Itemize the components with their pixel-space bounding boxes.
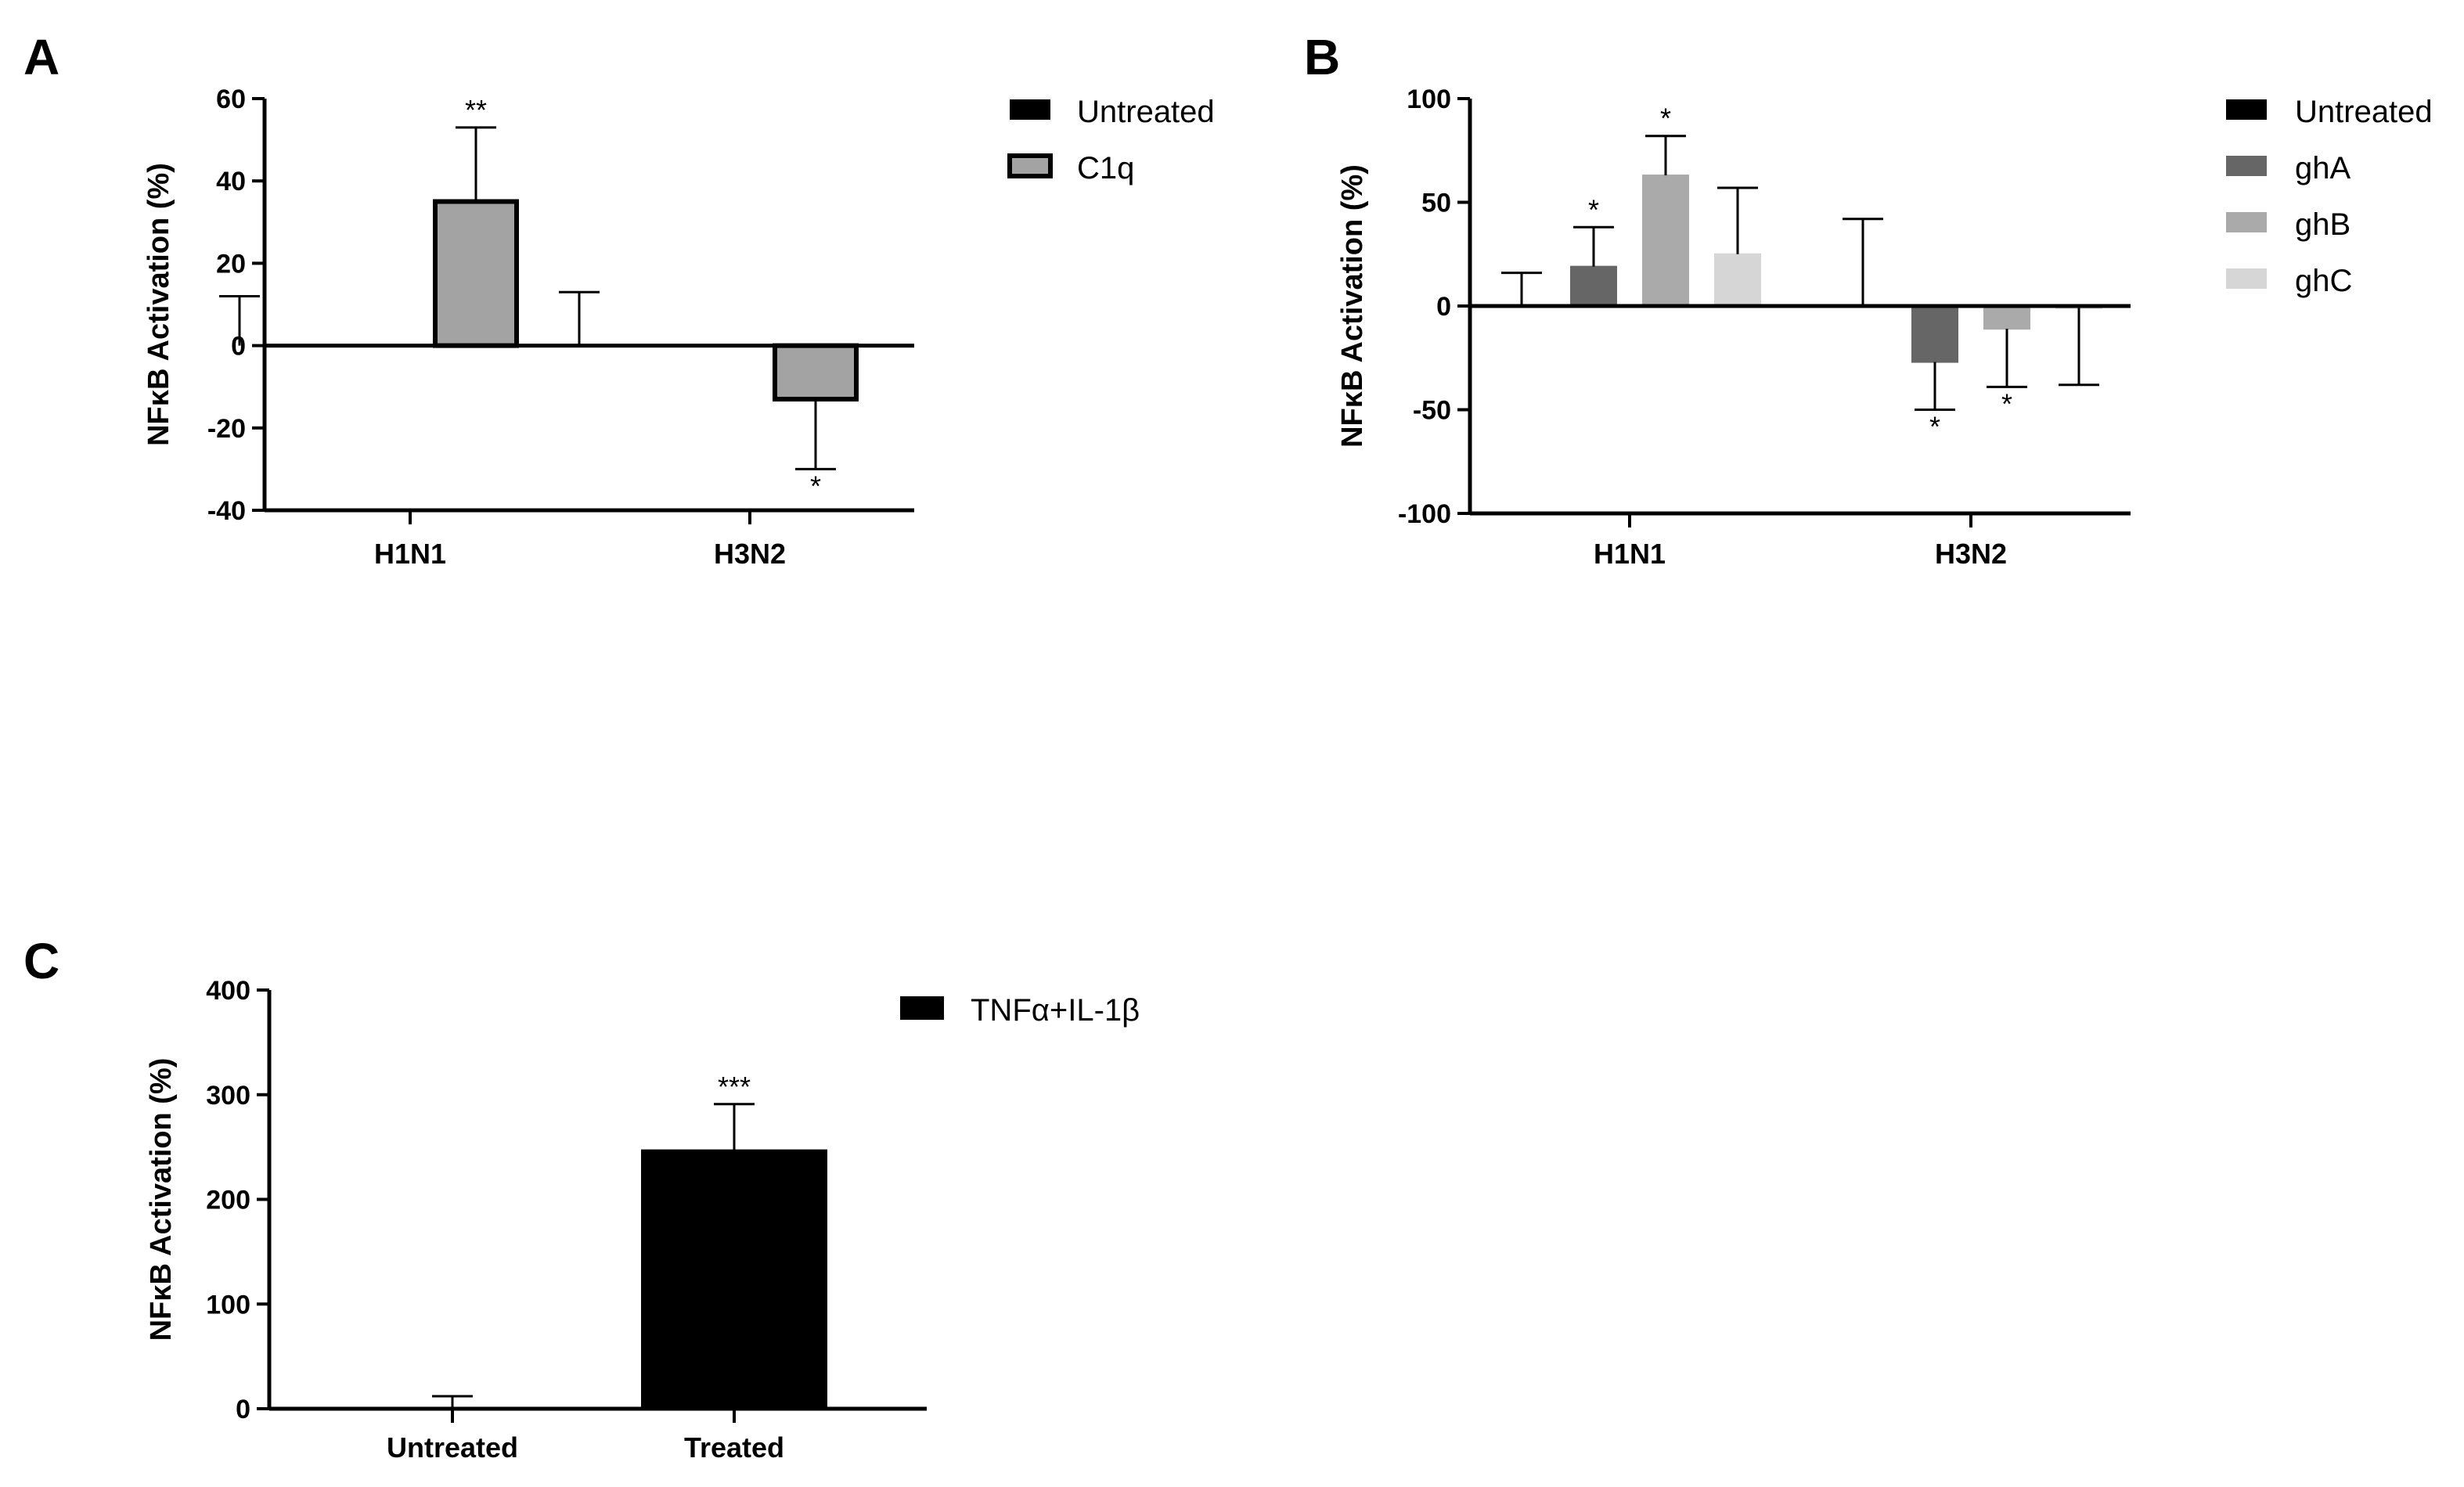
y-tick-label: 20	[216, 249, 246, 279]
legend-swatch	[900, 996, 944, 1020]
legend-label: ghB	[2295, 207, 2351, 242]
y-tick-label: -100	[1398, 499, 1451, 529]
y-tick-label: 100	[1407, 85, 1451, 114]
x-tick-label: Untreated	[387, 1431, 518, 1464]
legend-label: TNFα+IL-1β	[971, 993, 1140, 1028]
legend-swatch	[2226, 268, 2267, 289]
y-tick-label: 200	[206, 1186, 250, 1215]
legend-swatch	[2226, 212, 2267, 232]
significance-marker: **	[465, 94, 487, 126]
panel-C: C NFκB Activation (%) *** 0 100 200 300 400 Untr…	[23, 933, 1140, 1464]
x-tick-label: H3N2	[1935, 538, 2007, 570]
legend-label: Untreated	[1077, 95, 1215, 129]
panel-letter: C	[23, 933, 59, 989]
bar-gha-h1n1	[1570, 265, 1617, 307]
bar-ghb-h1n1	[1642, 175, 1689, 307]
legend-label: ghC	[2295, 264, 2352, 298]
significance-marker: *	[1929, 411, 1940, 443]
y-tick-label: 0	[1436, 292, 1451, 322]
bar-c1q-h3n2	[773, 343, 859, 401]
legend-label: ghA	[2295, 151, 2351, 185]
y-tick-label: -20	[207, 414, 246, 444]
y-tick-label: -50	[1413, 396, 1451, 426]
significance-marker: ***	[718, 1071, 751, 1103]
y-tick-label: 60	[216, 85, 246, 114]
y-tick-label: 100	[206, 1290, 250, 1320]
panel-B: B NFκB Activation (%) * * * * -100 -50 0 50 100 H1N…	[1304, 29, 2433, 570]
significance-marker: *	[1588, 193, 1599, 225]
significance-marker: *	[1660, 103, 1671, 135]
legend-swatch	[1010, 99, 1050, 120]
y-axis-title: NFκB Activation (%)	[1336, 164, 1369, 448]
legend-swatch	[1007, 153, 1053, 178]
y-tick-label: 40	[216, 167, 246, 196]
panel-letter: B	[1304, 29, 1340, 85]
bar-ghb-h3n2	[1983, 305, 2030, 330]
bar-c1q-h1n1	[433, 199, 519, 348]
y-tick-label: 300	[206, 1081, 250, 1111]
bar-ghc-h1n1	[1714, 253, 1761, 307]
y-tick-label: 0	[231, 332, 246, 362]
x-tick-label: H1N1	[374, 538, 446, 570]
y-tick-label: 400	[206, 976, 250, 1006]
significance-marker: *	[2001, 387, 2012, 419]
y-tick-label: -40	[207, 496, 246, 526]
x-tick-label: H3N2	[714, 538, 786, 570]
x-tick-label: H1N1	[1594, 538, 1666, 570]
bar-gha-h3n2	[1911, 305, 1958, 363]
x-tick-label: Treated	[684, 1431, 784, 1464]
legend-swatch	[2226, 99, 2267, 120]
y-axis-title: NFκB Activation (%)	[142, 163, 175, 446]
legend-label: C1q	[1077, 151, 1134, 185]
legend-label: Untreated	[2295, 95, 2433, 129]
panel-letter: A	[23, 29, 59, 85]
significance-marker: *	[810, 470, 821, 502]
legend-swatch	[2226, 156, 2267, 176]
y-axis-title: NFκB Activation (%)	[145, 1058, 178, 1341]
y-tick-label: 0	[236, 1395, 250, 1424]
y-tick-label: 50	[1421, 189, 1451, 218]
bar-tnfil1-treated	[641, 1149, 827, 1410]
